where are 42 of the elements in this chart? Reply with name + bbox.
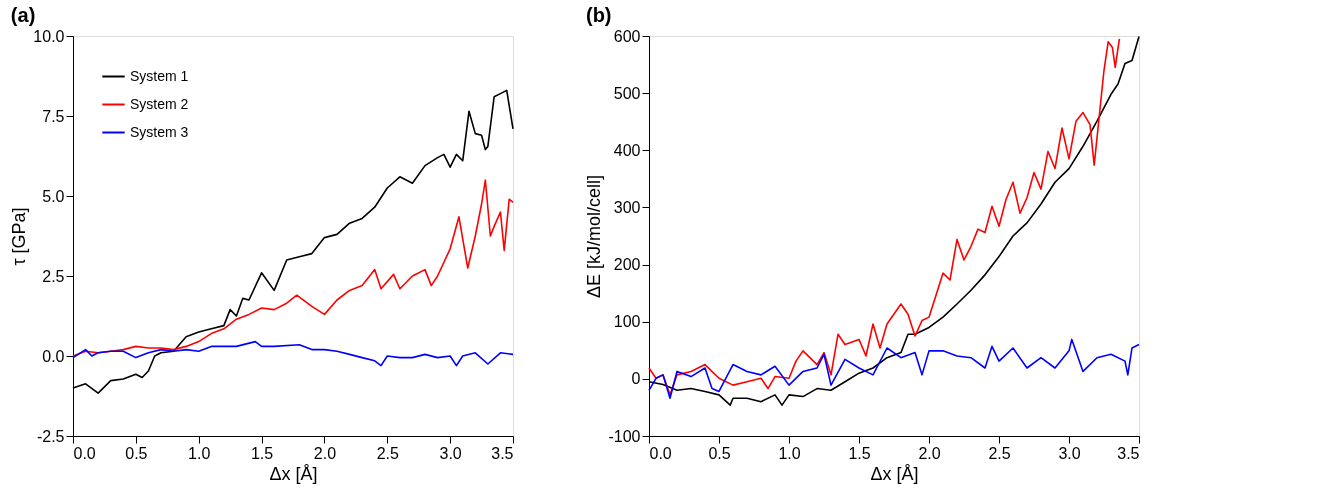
y-tick-label: 0 [631,370,641,388]
y-tick-label: 400 [613,141,641,159]
x-tick-label: 0.0 [649,444,672,462]
y-tick-label: 100 [613,313,641,331]
x-axis-title: Δx [Å] [870,463,919,484]
x-tick-label: 0.5 [125,444,148,462]
line-series [72,179,514,357]
y-tick-label: 600 [613,27,641,45]
x-tick-label: 3.0 [1058,444,1081,462]
chart-title: (a) [10,4,36,26]
line-series [648,338,1140,400]
y-tick-label: -2.5 [36,427,65,445]
x-tick-label: 2.5 [376,444,399,462]
x-tick-label: 3.5 [1117,444,1140,462]
y-tick-label: 500 [613,84,641,102]
y-axis-title: τ [GPa] [9,207,30,266]
x-tick-label: 2.0 [313,444,337,462]
x-tick-label: 1.5 [848,444,871,462]
y-tick-label: 200 [613,256,641,274]
y-tick-label: 0.0 [42,347,65,365]
x-tick-label: 3.5 [491,444,514,462]
x-tick-label: 2.0 [918,444,941,462]
legend-label: System 1 [130,67,189,84]
y-axis-title: ΔE [kJ/mol/cell] [584,174,605,299]
x-tick-label: 1.5 [250,444,274,462]
legend-label: System 2 [130,95,189,112]
line-series [72,340,514,367]
x-tick-label: 0.0 [73,444,96,462]
x-tick-label: 1.0 [778,444,801,462]
y-tick-label: -100 [608,427,641,445]
x-tick-label: 1.0 [188,444,211,462]
chart-title: (b) [585,4,612,26]
x-axis-title: Δx [Å] [269,463,318,484]
y-tick-label: 5.0 [42,187,65,205]
legend-label: System 3 [130,123,189,140]
y-tick-label: 2.5 [42,267,65,285]
x-tick-label: 0.5 [708,444,731,462]
y-tick-label: 7.5 [42,107,65,125]
x-tick-label: 2.5 [988,444,1011,462]
y-tick-label: 300 [613,198,641,216]
y-tick-label: 10.0 [33,27,65,45]
x-tick-label: 3.0 [439,444,462,462]
